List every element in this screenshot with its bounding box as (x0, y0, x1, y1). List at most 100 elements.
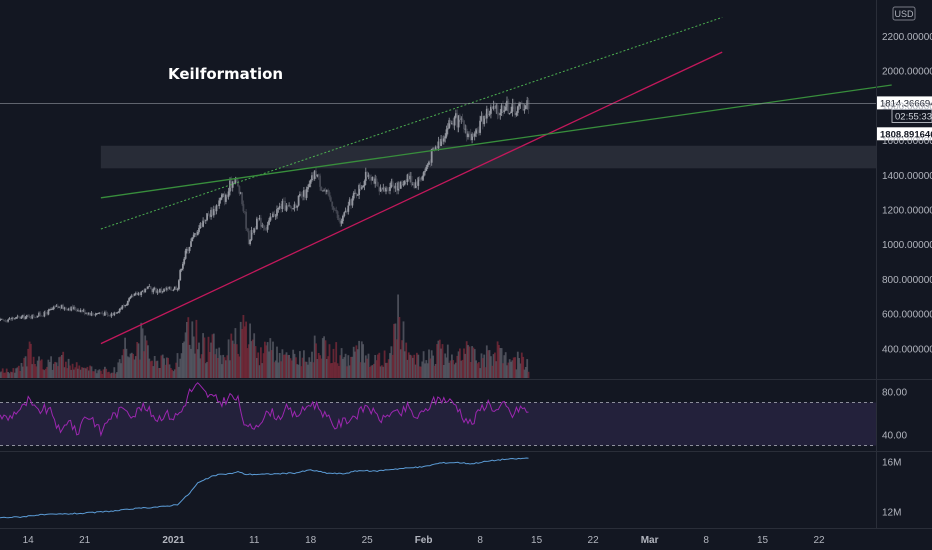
volume-bar (167, 357, 169, 378)
volume-bar (418, 366, 421, 378)
volume-bar (227, 339, 230, 378)
volume-bar (371, 365, 374, 378)
candle-body (410, 176, 413, 185)
trendline-upper-resistance[interactable] (100, 16, 723, 230)
volume-bar (339, 355, 342, 378)
volume-bar (344, 353, 347, 378)
obv-pane[interactable]: 12M 16M (0, 457, 901, 518)
candle-body (160, 288, 163, 292)
volume-bar (89, 365, 91, 378)
candle-body (125, 305, 128, 306)
candle-body (101, 312, 104, 314)
volume-bar (217, 358, 219, 378)
candle-body (52, 306, 55, 309)
candle-body (207, 213, 210, 215)
volume-bar (281, 349, 284, 378)
volume-bar (188, 344, 191, 378)
volume-bar (95, 373, 98, 378)
candle-body (83, 309, 86, 314)
candle-body (276, 209, 278, 216)
volume-bar (195, 319, 198, 378)
volume-bar (243, 326, 246, 378)
volume-bar (225, 360, 227, 378)
volume-bar (179, 358, 182, 378)
volume-bar (149, 361, 152, 378)
volume-bar (296, 364, 299, 378)
candle-body (143, 290, 145, 293)
countdown-label: 02:55:33 (895, 111, 932, 122)
volume-bar (70, 369, 73, 378)
volume-bar (424, 363, 426, 378)
currency-label-box[interactable]: USD (892, 6, 916, 21)
volume-bar (307, 364, 309, 378)
candle-body (171, 290, 173, 291)
volume-bar (215, 348, 218, 378)
volume-bar (290, 360, 293, 378)
candle-body (510, 111, 512, 113)
candle-body (527, 100, 530, 109)
candle-body (350, 199, 352, 206)
volume-bar (261, 363, 264, 378)
candle-body (40, 315, 43, 317)
volume-bar (122, 349, 125, 378)
time-tick-label: 8 (477, 535, 483, 546)
volume-bar (457, 351, 460, 378)
volume-bar (498, 345, 500, 378)
candle-body (62, 305, 65, 310)
candle-body (124, 305, 126, 306)
volume-bar (292, 349, 295, 378)
candle-body (515, 112, 518, 116)
candle-body (494, 106, 496, 109)
volume-bar (295, 357, 297, 378)
candle-body (262, 225, 265, 228)
volume-bar (455, 362, 457, 378)
candle-body (28, 315, 31, 318)
candle-body (407, 174, 410, 180)
candle-body (178, 280, 180, 290)
volume-bar (19, 371, 22, 378)
volume-bar (374, 355, 377, 378)
candle-body (370, 178, 373, 181)
candle-body (414, 182, 417, 188)
candle-body (480, 116, 483, 121)
candle-body (437, 141, 440, 149)
candle-body (63, 307, 66, 310)
candle-body (39, 312, 42, 316)
volume-bar (7, 372, 9, 378)
volume-bar (139, 359, 141, 378)
volume-bar (183, 341, 186, 378)
volume-bar (308, 357, 311, 378)
candle-body (374, 178, 377, 184)
candle-body (148, 286, 151, 287)
rsi-pane[interactable]: 40.00 80.00 (0, 382, 907, 447)
candle-body (338, 218, 340, 220)
candle-body (43, 311, 46, 317)
volume-bar (487, 350, 490, 378)
candle-body (452, 123, 455, 126)
candle-body (371, 177, 374, 181)
volume-bar (475, 360, 477, 378)
candle-body (70, 306, 73, 311)
candle-body (332, 206, 335, 210)
obv-tick-label: 12M (882, 507, 901, 518)
candle-body (355, 192, 358, 196)
volume-bar (444, 353, 447, 378)
candle-body (325, 190, 328, 192)
time-tick-label: 8 (703, 535, 709, 546)
candle-body (438, 141, 441, 146)
volume-bar (186, 322, 188, 378)
candle-body (30, 317, 32, 319)
candle-body (215, 205, 218, 212)
volume-bar (229, 360, 231, 378)
trendline-lower-support[interactable] (100, 51, 723, 345)
volume-bar (428, 349, 430, 378)
candle-body (456, 113, 459, 128)
candle-body (417, 177, 420, 186)
volume-bar (126, 356, 129, 378)
volume-bar (148, 358, 151, 378)
candle-body (281, 200, 284, 209)
volume-bar (417, 354, 420, 378)
volume-bar (452, 360, 455, 378)
volume-bar (499, 348, 502, 378)
